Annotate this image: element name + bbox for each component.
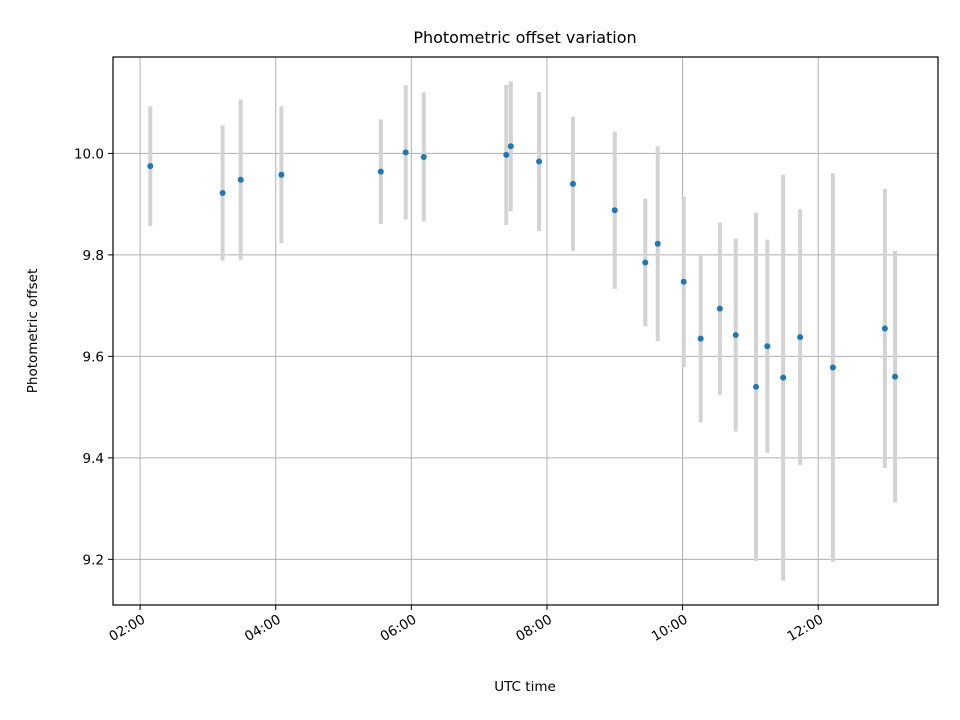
data-point (278, 171, 285, 178)
y-axis-ticks: 9.2 9.4 9.6 9.8 10.0 (74, 146, 113, 568)
data-points (147, 143, 899, 390)
data-point (829, 364, 836, 371)
data-point (147, 163, 154, 170)
chart-title: Photometric offset variation (413, 28, 636, 47)
y-tick-label: 9.2 (83, 552, 104, 568)
plot-frame (112, 56, 939, 606)
x-axis-label: UTC time (494, 679, 556, 695)
data-point (420, 153, 427, 160)
y-axis-label: Photometric offset (25, 269, 41, 393)
data-point (642, 259, 649, 266)
data-point (753, 383, 760, 390)
data-point (507, 143, 514, 150)
y-tick-label: 9.4 (83, 451, 104, 467)
data-point (797, 334, 804, 341)
y-tick-label: 9.8 (83, 248, 104, 264)
data-point (503, 151, 510, 158)
data-point (680, 278, 687, 285)
data-point (892, 373, 899, 380)
data-point (697, 335, 704, 342)
data-point (402, 149, 409, 156)
data-point (732, 332, 739, 339)
data-point (881, 325, 888, 332)
data-point (611, 207, 618, 214)
data-point (536, 158, 543, 165)
data-point (377, 168, 384, 175)
data-point (780, 374, 787, 381)
y-tick-label: 10.0 (74, 146, 104, 162)
data-point (237, 176, 244, 183)
data-point (219, 189, 226, 196)
data-point (654, 240, 661, 247)
data-point (569, 180, 576, 187)
data-point (764, 343, 771, 350)
data-point (716, 305, 723, 312)
y-tick-label: 9.6 (83, 349, 104, 365)
